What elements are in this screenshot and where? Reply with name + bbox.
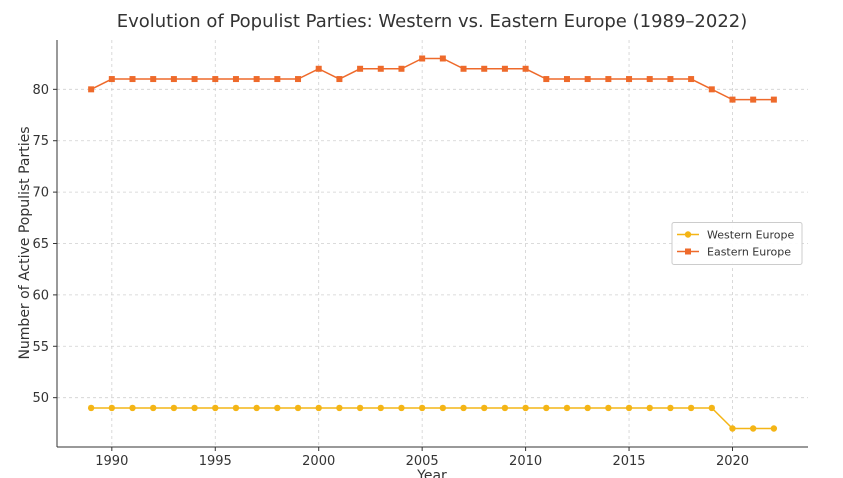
- marker: [356, 404, 364, 412]
- marker: [667, 76, 674, 83]
- marker: [501, 404, 509, 412]
- marker: [460, 404, 467, 412]
- marker: [543, 76, 550, 83]
- marker: [377, 404, 384, 412]
- marker: [315, 65, 322, 72]
- y-tick-label: 55: [32, 340, 49, 355]
- marker: [522, 65, 529, 72]
- y-tick-label: 75: [32, 134, 49, 149]
- marker: [687, 404, 695, 412]
- x-tick-label: 2005: [406, 454, 439, 469]
- marker: [418, 404, 426, 412]
- series-line: [91, 407, 774, 430]
- marker: [688, 76, 695, 83]
- marker: [232, 404, 240, 412]
- marker: [563, 404, 571, 412]
- marker: [626, 76, 633, 83]
- x-tick-label: 2015: [612, 454, 645, 469]
- marker: [170, 76, 177, 83]
- marker: [605, 404, 612, 412]
- marker: [150, 76, 157, 83]
- marker: [357, 65, 364, 72]
- y-tick-label: 80: [32, 83, 49, 98]
- x-tick-label: 2010: [509, 454, 542, 469]
- marker: [398, 404, 405, 412]
- marker: [625, 404, 633, 412]
- marker: [439, 55, 446, 62]
- marker: [377, 65, 384, 72]
- marker: [398, 65, 405, 72]
- marker: [253, 76, 260, 83]
- y-axis-label: Number of Active Populist Parties: [17, 126, 33, 359]
- marker: [129, 76, 136, 83]
- marker: [150, 404, 157, 412]
- marker: [439, 404, 447, 412]
- marker: [584, 404, 591, 412]
- marker: [543, 404, 550, 412]
- marker: [522, 404, 529, 412]
- marker: [708, 404, 715, 412]
- marker: [563, 76, 570, 83]
- marker: [667, 404, 674, 412]
- marker: [750, 96, 757, 103]
- marker: [191, 76, 198, 83]
- marker: [749, 425, 757, 432]
- marker: [729, 96, 736, 103]
- marker: [481, 404, 488, 412]
- legend-marker: [684, 231, 692, 238]
- marker: [770, 96, 777, 103]
- x-axis-label: Year: [416, 468, 447, 478]
- marker: [108, 404, 116, 412]
- marker: [646, 404, 653, 412]
- marker: [770, 425, 778, 432]
- marker: [274, 76, 281, 83]
- marker: [460, 65, 467, 72]
- marker: [419, 55, 426, 62]
- y-tick-label: 70: [32, 186, 49, 201]
- marker: [212, 404, 219, 412]
- marker: [191, 404, 198, 412]
- y-tick-label: 50: [32, 391, 49, 406]
- x-tick-label: 2020: [716, 454, 749, 469]
- legend-marker: [685, 248, 691, 255]
- x-tick-label: 1995: [199, 454, 232, 469]
- marker: [501, 65, 508, 72]
- marker: [294, 404, 302, 412]
- marker: [646, 76, 653, 83]
- marker: [212, 76, 219, 83]
- x-tick-label: 1990: [95, 454, 128, 469]
- x-tick-label: 2000: [302, 454, 335, 469]
- marker: [481, 65, 488, 72]
- y-tick-label: 60: [32, 288, 49, 303]
- marker: [605, 76, 612, 83]
- marker: [336, 404, 343, 412]
- marker: [232, 76, 239, 83]
- legend-box: [671, 222, 803, 265]
- marker: [88, 86, 95, 93]
- chart-title: Evolution of Populist Parties: Western v…: [117, 11, 748, 32]
- marker: [274, 404, 281, 412]
- series-line: [90, 57, 774, 101]
- marker: [129, 404, 136, 412]
- marker: [295, 76, 302, 83]
- marker: [336, 76, 343, 83]
- marker: [315, 404, 322, 412]
- marker: [108, 76, 115, 83]
- marker: [87, 404, 95, 412]
- marker: [253, 404, 260, 412]
- marker: [729, 425, 736, 432]
- marker: [584, 76, 591, 83]
- legend-label: Eastern Europe: [707, 246, 791, 259]
- marker: [708, 86, 715, 93]
- y-tick-label: 65: [32, 237, 49, 252]
- legend-label: Western Europe: [707, 229, 795, 242]
- marker: [170, 404, 178, 412]
